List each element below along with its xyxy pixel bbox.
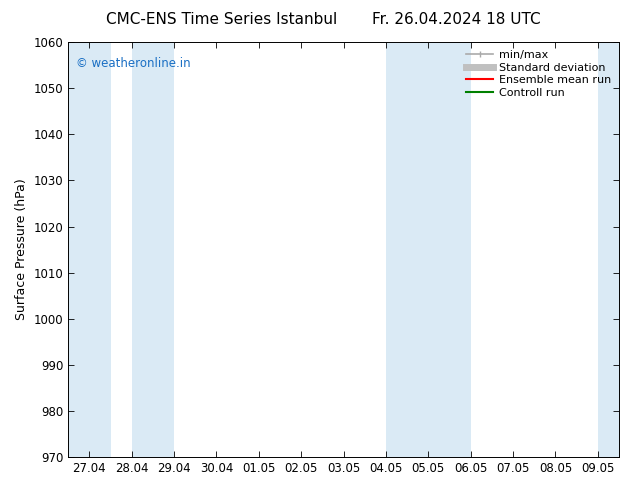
Bar xyxy=(429,42,470,457)
Text: CMC-ENS Time Series Istanbul: CMC-ENS Time Series Istanbul xyxy=(107,12,337,27)
Legend: min/max, Standard deviation, Ensemble mean run, Controll run: min/max, Standard deviation, Ensemble me… xyxy=(463,48,614,100)
Bar xyxy=(386,42,429,457)
Text: © weatheronline.in: © weatheronline.in xyxy=(77,56,191,70)
Y-axis label: Surface Pressure (hPa): Surface Pressure (hPa) xyxy=(15,179,28,320)
Bar xyxy=(598,42,619,457)
Bar xyxy=(132,42,174,457)
Text: Fr. 26.04.2024 18 UTC: Fr. 26.04.2024 18 UTC xyxy=(372,12,541,27)
Bar xyxy=(68,42,110,457)
